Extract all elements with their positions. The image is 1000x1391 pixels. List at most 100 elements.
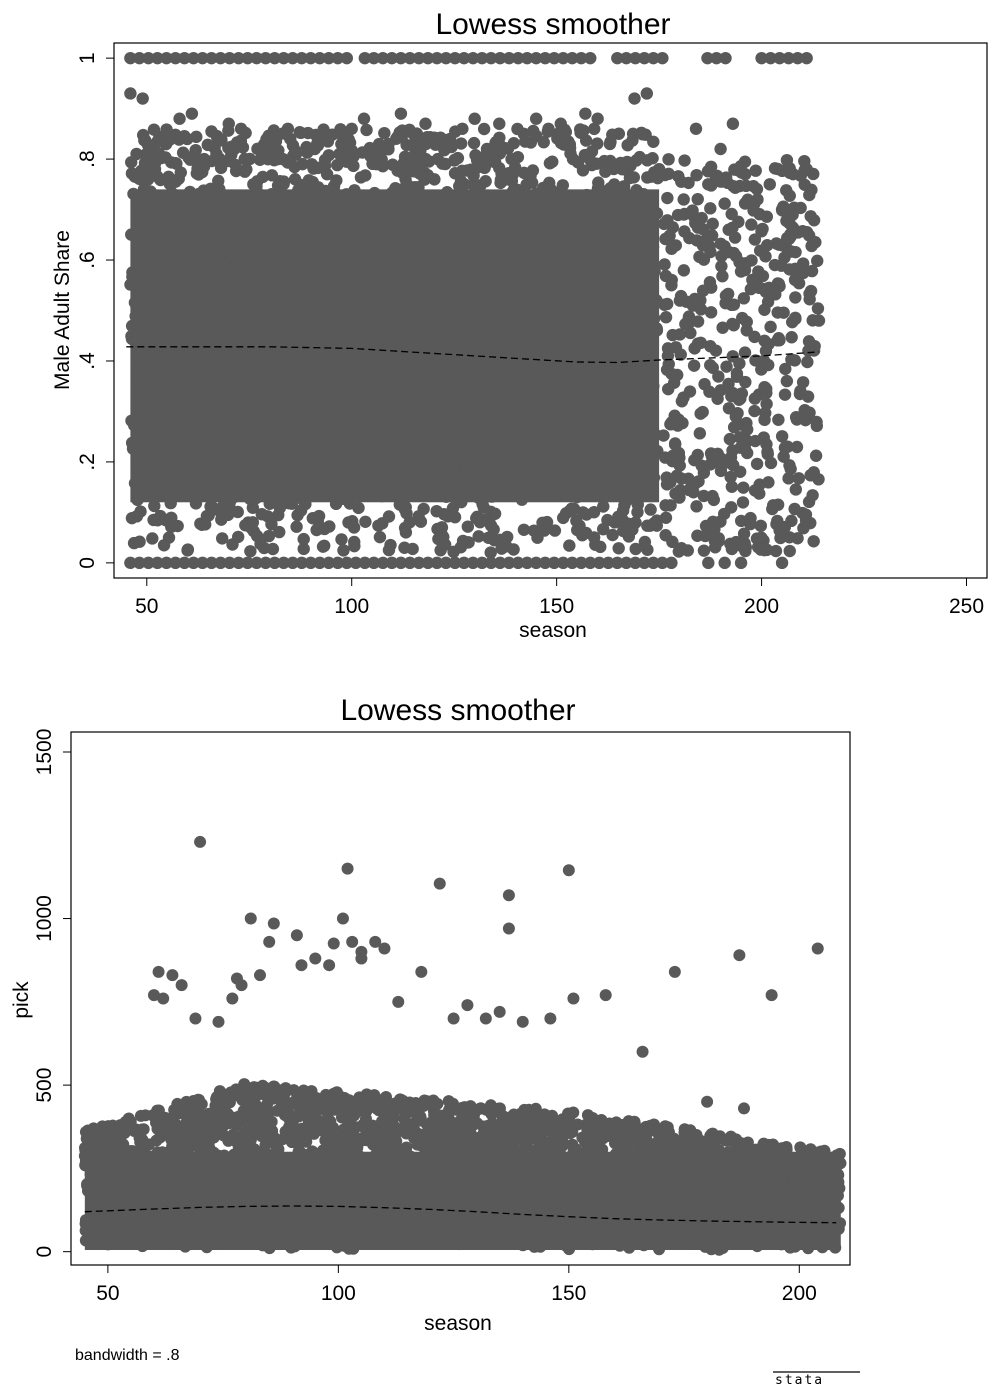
scatter-point	[631, 498, 644, 511]
scatter-point	[346, 1189, 359, 1202]
scatter-point	[225, 303, 238, 316]
scatter-point	[124, 278, 137, 291]
scatter-point	[359, 169, 372, 182]
scatter-point	[215, 532, 229, 545]
scatter-point	[247, 178, 260, 191]
scatter-point	[492, 389, 505, 403]
y-tick-label: .4	[76, 352, 99, 370]
scatter-point	[366, 268, 379, 281]
scatter-point	[345, 122, 358, 136]
scatter-point	[264, 199, 277, 212]
scatter-point	[205, 556, 218, 570]
scatter-point	[248, 269, 262, 283]
scatter-point	[466, 51, 480, 65]
scatter-point	[333, 147, 346, 161]
scatter-point	[714, 142, 727, 156]
scatter-point	[427, 194, 441, 208]
scatter-point	[412, 556, 426, 570]
scatter-point	[809, 449, 823, 462]
scatter-point	[696, 405, 709, 419]
scatter-point	[711, 1234, 724, 1247]
scatter-point	[346, 515, 359, 528]
scatter-point	[622, 384, 635, 398]
scatter-point	[250, 556, 263, 570]
scatter-point	[161, 127, 174, 141]
scatter-point	[376, 556, 390, 570]
scatter-point	[139, 1185, 152, 1198]
scatter-point	[529, 51, 543, 65]
scatter-point	[718, 197, 731, 210]
scatter-point	[517, 127, 531, 141]
scatter-point	[190, 167, 204, 180]
scatter-point	[773, 280, 786, 293]
scatter-point	[539, 443, 553, 457]
scatter-point	[212, 1090, 225, 1103]
scatter-point	[212, 459, 226, 473]
scatter-point	[650, 294, 663, 307]
scatter-point	[691, 192, 704, 206]
scatter-point	[812, 314, 826, 327]
scatter-point	[427, 259, 441, 272]
scatter-point	[429, 138, 442, 151]
scatter-point	[320, 325, 334, 338]
scatter-point	[716, 321, 729, 334]
scatter-point	[638, 535, 652, 549]
scatter-point	[210, 147, 223, 161]
scatter-point	[617, 183, 630, 196]
scatter-point	[726, 117, 740, 130]
scatter-point	[448, 51, 462, 65]
scatter-point	[169, 51, 182, 65]
scatter-point	[775, 259, 788, 272]
scatter-point	[697, 544, 711, 557]
scatter-point	[414, 441, 428, 455]
scatter-point	[187, 556, 200, 570]
scatter-point	[678, 154, 691, 167]
scatter-point	[783, 531, 796, 544]
scatter-point	[628, 92, 641, 105]
scatter-point	[454, 137, 468, 150]
scatter-point	[267, 476, 281, 489]
scatter-point	[162, 399, 175, 413]
scatter-point	[529, 556, 543, 570]
scatter-point	[406, 127, 420, 141]
scatter-point	[229, 1227, 242, 1240]
scatter-point	[394, 107, 408, 120]
scatter-point	[227, 1129, 240, 1142]
scatter-point	[443, 132, 457, 146]
scatter-point	[292, 448, 305, 462]
scatter-point	[238, 1216, 251, 1229]
scatter-point	[364, 352, 377, 365]
scatter-point	[444, 363, 457, 376]
scatter-point	[620, 494, 633, 507]
scatter-point	[591, 470, 605, 483]
scatter-point	[584, 556, 597, 570]
scatter-point	[752, 265, 765, 278]
scatter-point	[475, 51, 489, 65]
scatter-point	[695, 211, 708, 225]
x-axis-ticks: 50 100 150 200 250	[135, 578, 984, 618]
scatter-point	[344, 1221, 357, 1234]
scatter-point	[460, 164, 474, 177]
scatter-point	[334, 256, 347, 270]
y-tick-label: .2	[76, 453, 99, 471]
scatter-point	[529, 112, 543, 125]
scatter-point	[507, 1224, 520, 1237]
scatter-point	[172, 133, 186, 146]
scatter-point	[379, 274, 393, 287]
scatter-point	[327, 241, 340, 254]
scatter-point	[446, 316, 459, 329]
scatter-point	[725, 207, 738, 221]
scatter-point	[493, 117, 506, 130]
scatter-point	[745, 218, 758, 231]
scatter-point	[406, 478, 419, 491]
scatter-point	[556, 511, 570, 525]
scatter-point	[154, 151, 168, 165]
scatter-point	[579, 134, 593, 147]
scatter-point	[644, 208, 657, 221]
scatter-point	[457, 363, 470, 377]
scatter-point	[581, 459, 595, 472]
scatter-point	[704, 447, 718, 460]
scatter-point	[102, 1120, 115, 1133]
scatter-point	[451, 420, 465, 433]
scatter-point	[673, 491, 686, 504]
